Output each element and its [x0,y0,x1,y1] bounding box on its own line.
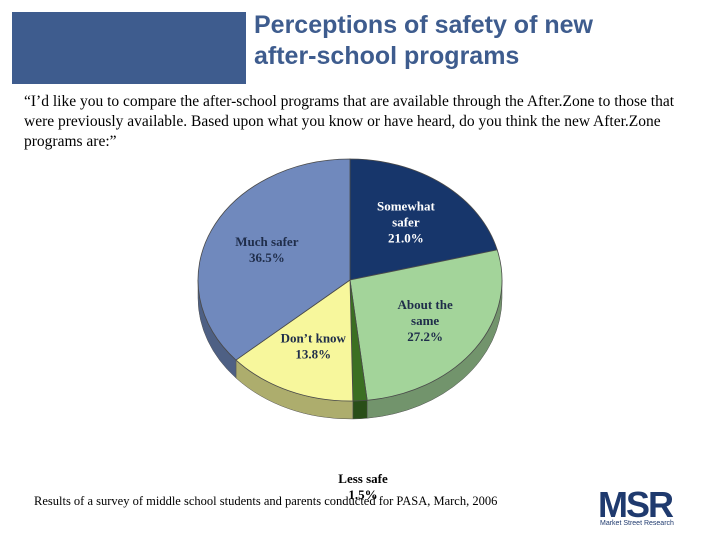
slice-value-label-2: 1.5% [348,487,377,502]
title-line-1: Perceptions of safety of new [254,11,593,39]
logo-letters: MSR [598,484,674,525]
slice-value-label-4: 36.5% [249,250,285,265]
slice-category-label-1: About the [397,297,452,312]
slice-value-label-1: 27.2% [407,329,443,344]
title-line-2: after-school programs [254,42,520,70]
logo-subtitle: Market Street Research [600,520,674,527]
slice-category-label-0: Somewhat [377,199,435,214]
header-panel [246,10,696,84]
msr-logo: MSR Market Street Research [598,486,690,532]
pie-slice-3 [235,279,354,402]
pie-slice-1 [349,249,503,401]
page-title: Perceptions of safety of new after-schoo… [254,10,694,72]
pie-slice-4 [197,158,351,361]
pie-side-2 [352,399,368,420]
slice-category-label-1: same [411,313,439,328]
slice-category-label-2: Less safe [338,471,388,486]
pie-slice-0 [349,158,498,281]
slice-category-label-4: Much safer [235,234,298,249]
slice-category-label-0: safer [392,215,420,230]
slice-category-label-3: Don’t know [281,330,347,345]
footnote: Results of a survey of middle school stu… [34,494,498,508]
slice-value-label-3: 13.8% [295,346,331,361]
survey-question: “I’d like you to compare the after-schoo… [24,93,675,150]
slice-value-label-0: 21.0% [388,231,424,246]
